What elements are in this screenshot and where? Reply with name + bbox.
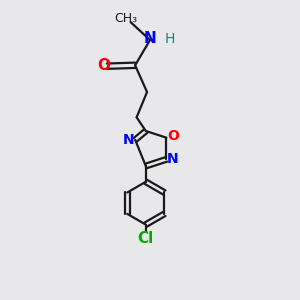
Text: N: N bbox=[167, 152, 179, 166]
Text: O: O bbox=[167, 129, 179, 143]
Text: N: N bbox=[123, 133, 134, 147]
Text: Cl: Cl bbox=[138, 231, 154, 246]
Text: CH₃: CH₃ bbox=[115, 12, 138, 25]
Text: N: N bbox=[144, 31, 156, 46]
Text: H: H bbox=[164, 32, 175, 46]
Text: O: O bbox=[97, 58, 110, 73]
